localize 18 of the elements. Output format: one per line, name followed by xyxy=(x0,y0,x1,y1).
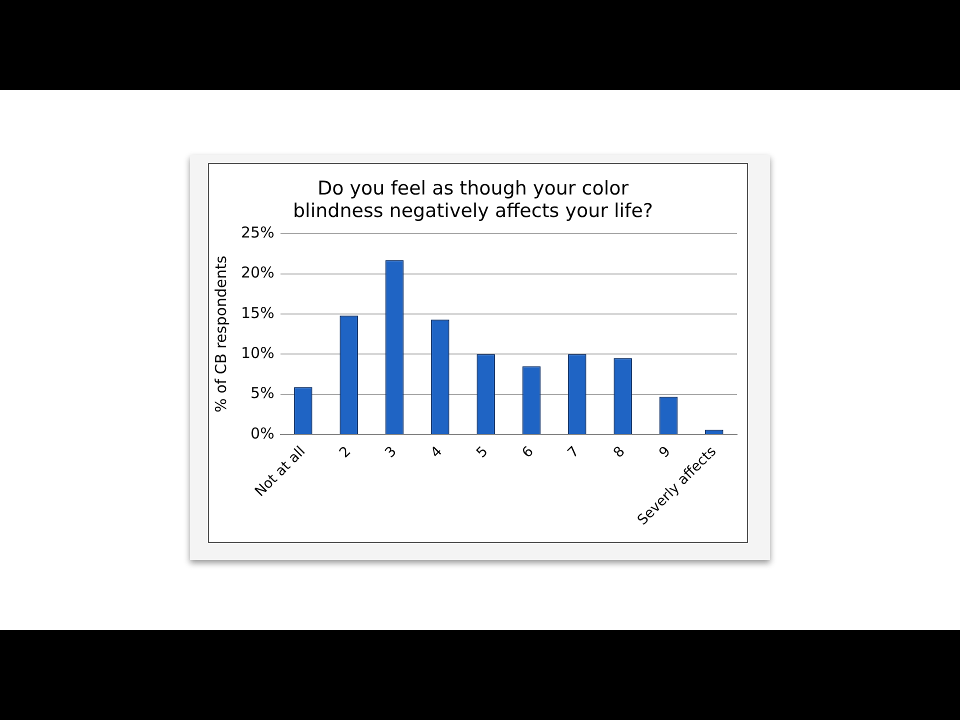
y-tick-label: 5% xyxy=(250,384,274,402)
x-tick-label: 5 xyxy=(474,444,492,462)
y-tick-label: 20% xyxy=(240,264,274,282)
x-tick-label: 6 xyxy=(519,443,537,462)
text: blindness negatively affects your life? xyxy=(293,200,653,222)
y-tick-label: 25% xyxy=(240,223,274,242)
x-tick-label: 8 xyxy=(610,444,628,462)
x-tick-label: 2 xyxy=(336,444,354,462)
y-axis-title: % of CB respondents xyxy=(212,255,230,412)
x-tick-label: 7 xyxy=(564,444,583,462)
x-tick-label: 4 xyxy=(428,443,446,462)
y-tick-label: 0% xyxy=(250,424,274,442)
text: Do you feel as though your color xyxy=(317,177,629,200)
x-tick-label: 3 xyxy=(382,444,400,462)
x-tick-label: 9 xyxy=(656,444,674,462)
y-tick-label: 10% xyxy=(240,344,274,362)
x-tick-label: Not at all xyxy=(252,444,309,500)
y-tick-label: 15% xyxy=(240,304,274,322)
